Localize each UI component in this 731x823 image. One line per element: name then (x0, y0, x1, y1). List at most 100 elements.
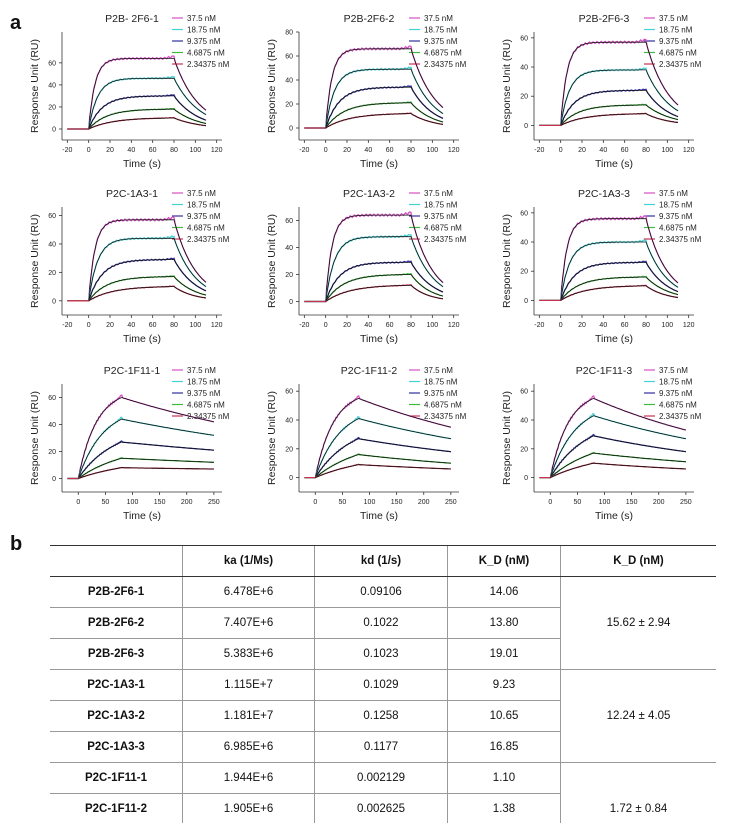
kd-cell: 0.1029 (314, 669, 448, 701)
fit-line (560, 241, 679, 301)
table-row: P2C-1A3-3 6.985E+6 0.1177 16.85 (50, 731, 716, 763)
x-tick-label: 50 (101, 499, 109, 506)
y-tick-label: 0 (524, 123, 528, 130)
ka-cell: 6.985E+6 (182, 731, 315, 763)
fit-line (560, 104, 679, 126)
sample-cell: P2C-1F11-1 (50, 762, 183, 794)
legend-label: 18.75 nM (424, 378, 458, 387)
kd-cell: 0.002625 (314, 793, 448, 823)
x-tick-label: 0 (76, 499, 80, 506)
fit-line (314, 397, 452, 478)
chart-title: P2C-1F11-3 (576, 365, 633, 377)
fit-line (560, 113, 679, 126)
x-tick-label: -20 (62, 322, 72, 329)
y-tick-label: 60 (520, 389, 528, 396)
x-tick-label: 60 (386, 147, 394, 154)
x-tick-label: 120 (211, 147, 223, 154)
fit-line (325, 236, 444, 302)
table-row: P2C-1A3-2 1.181E+7 0.1258 10.65 (50, 700, 716, 732)
fit-line (549, 397, 687, 478)
legend-label: 18.75 nM (424, 26, 458, 35)
x-tick-label: 150 (626, 499, 638, 506)
chart-title: P2C-1A3-1 (106, 188, 158, 200)
sample-cell: P2C-1A3-3 (50, 731, 183, 763)
fit-line (560, 90, 679, 126)
x-tick-label: 0 (87, 322, 91, 329)
x-tick-label: 200 (181, 499, 193, 506)
fit-line (325, 284, 444, 302)
x-tick-label: 20 (106, 147, 114, 154)
fit-line (325, 261, 444, 302)
x-tick-label: 60 (149, 322, 157, 329)
chart-title: P2B-2F6-3 (579, 13, 630, 25)
x-axis-label: Time (s) (595, 333, 633, 345)
fit-line (88, 237, 207, 301)
fit-line (550, 452, 686, 478)
y-tick-label: 60 (520, 35, 528, 42)
x-axis-label: Time (s) (360, 333, 398, 345)
x-tick-label: 100 (661, 322, 673, 329)
x-tick-label: 0 (324, 322, 328, 329)
x-axis-label: Time (s) (595, 510, 633, 522)
ka-cell: 1.181E+7 (182, 700, 315, 732)
sensorgram-chart: -20 0 20 40 60 80 100 120 0 20 40 60 Time (s) Respons… (20, 10, 260, 182)
x-tick-label: 0 (559, 147, 563, 154)
sample-cell: P2C-1F11-2 (50, 793, 183, 823)
y-tick-label: 40 (48, 82, 56, 89)
table-row: P2C-1F11-2 1.905E+6 0.002625 1.38 (50, 793, 716, 823)
KD-mean-cell: 1.72 ± 0.84 (560, 762, 716, 823)
header-kd: kd (1/s) (314, 545, 448, 577)
x-tick-label: 0 (324, 147, 328, 154)
chart-svg: 0 50 100 150 200 250 0 20 40 60 Time (s) Response U… (501, 365, 702, 522)
fit-line (550, 462, 686, 478)
kd-cell: 0.1258 (314, 700, 448, 732)
y-tick-label: 40 (48, 422, 56, 429)
header-ka: ka (1/Ms) (182, 545, 315, 577)
legend-label: 9.375 nM (187, 389, 221, 398)
y-tick-label: 80 (285, 30, 293, 37)
x-tick-label: 120 (683, 322, 695, 329)
chart-svg: 0 50 100 150 200 250 0 20 40 60 Time (s) Response U… (29, 365, 230, 522)
x-tick-label: 40 (127, 322, 135, 329)
y-tick-label: 40 (285, 245, 293, 252)
chart-title: P2C-1F11-1 (104, 365, 161, 377)
data-series-line (67, 94, 207, 130)
data-series-line (539, 275, 679, 302)
data-series-line (539, 67, 679, 127)
y-axis-label: Response Unit (RU) (501, 214, 513, 308)
legend-label: 4.6875 nM (659, 401, 697, 410)
x-tick-label: 80 (642, 147, 650, 154)
legend-label: 2.34375 nM (424, 235, 467, 244)
chart-svg: -20 0 20 40 60 80 100 120 0 20 40 60 Time (s) Respons… (29, 188, 230, 345)
sensorgram-chart: -20 0 20 40 60 80 100 120 0 20 40 60 80 Time (s) Respo… (257, 10, 497, 182)
panel-label-a: a (10, 12, 22, 34)
data-series-line (67, 235, 207, 302)
y-tick-label: 20 (520, 446, 528, 453)
x-tick-label: 40 (127, 147, 135, 154)
legend-label: 2.34375 nM (659, 60, 702, 69)
x-axis-label: Time (s) (360, 510, 398, 522)
legend-label: 18.75 nM (659, 201, 693, 210)
chart-title: P2B- 2F6-1 (105, 13, 159, 25)
fit-line (88, 259, 207, 301)
legend-label: 37.5 nM (424, 189, 453, 198)
x-tick-label: 100 (364, 499, 376, 506)
x-tick-label: 200 (418, 499, 430, 506)
x-tick-label: 0 (313, 499, 317, 506)
sample-cell: P2B-2F6-2 (50, 607, 183, 639)
legend-label: 18.75 nM (424, 201, 458, 210)
data-series-line (304, 211, 444, 303)
fit-line (325, 86, 444, 129)
legend-label: 18.75 nM (659, 26, 693, 35)
x-tick-label: 40 (364, 147, 372, 154)
x-tick-label: 120 (448, 147, 460, 154)
data-series-line (539, 88, 679, 127)
x-tick-label: -20 (299, 147, 309, 154)
data-series-line (304, 436, 451, 479)
legend-label: 2.34375 nM (187, 235, 230, 244)
y-tick-label: 20 (48, 104, 56, 111)
ka-cell: 1.905E+6 (182, 793, 315, 823)
legend-label: 37.5 nM (424, 14, 453, 23)
legend-label: 9.375 nM (659, 389, 693, 398)
legend-label: 9.375 nM (187, 212, 221, 221)
